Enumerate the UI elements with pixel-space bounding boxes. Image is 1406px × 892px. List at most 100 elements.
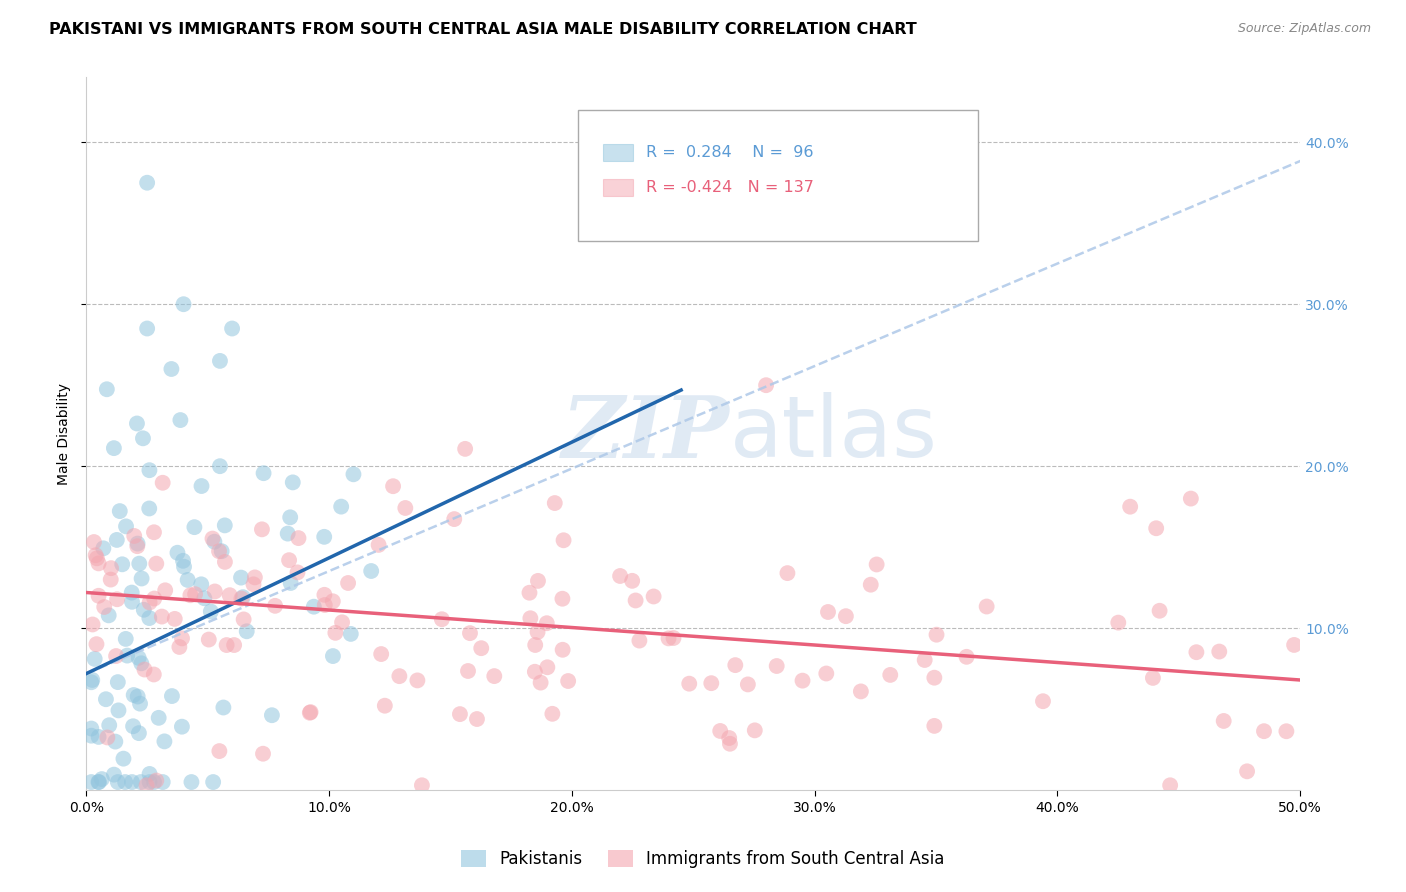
Y-axis label: Male Disability: Male Disability bbox=[58, 383, 72, 484]
Immigrants from South Central Asia bbox=[201, 532, 224, 546]
Pakistanis bbox=[104, 734, 127, 748]
Pakistanis bbox=[127, 536, 149, 550]
Immigrants from South Central Asia bbox=[1032, 694, 1054, 708]
Immigrants from South Central Asia bbox=[879, 668, 901, 682]
Pakistanis bbox=[190, 577, 212, 591]
Pakistanis bbox=[129, 775, 152, 789]
Pakistanis bbox=[96, 382, 118, 396]
Immigrants from South Central Asia bbox=[1208, 644, 1230, 658]
Immigrants from South Central Asia bbox=[367, 538, 389, 552]
Immigrants from South Central Asia bbox=[287, 531, 309, 545]
Immigrants from South Central Asia bbox=[955, 649, 977, 664]
Immigrants from South Central Asia bbox=[86, 551, 108, 566]
Immigrants from South Central Asia bbox=[678, 676, 700, 690]
Text: atlas: atlas bbox=[730, 392, 938, 475]
Pakistanis bbox=[131, 572, 153, 586]
Immigrants from South Central Asia bbox=[430, 612, 453, 626]
Immigrants from South Central Asia bbox=[100, 573, 122, 587]
Immigrants from South Central Asia bbox=[83, 535, 105, 549]
Pakistanis bbox=[90, 772, 112, 786]
Pakistanis bbox=[148, 711, 170, 725]
Immigrants from South Central Asia bbox=[264, 599, 287, 613]
Immigrants from South Central Asia bbox=[224, 638, 246, 652]
Pakistanis bbox=[172, 554, 194, 568]
Pakistanis bbox=[128, 726, 150, 740]
Immigrants from South Central Asia bbox=[815, 666, 838, 681]
Pakistanis bbox=[105, 533, 128, 547]
Pakistanis bbox=[121, 585, 143, 599]
Immigrants from South Central Asia bbox=[127, 539, 149, 553]
Pakistanis bbox=[200, 605, 222, 619]
Pakistanis bbox=[82, 673, 104, 687]
Pakistanis bbox=[108, 504, 131, 518]
Immigrants from South Central Asia bbox=[1144, 521, 1167, 535]
Immigrants from South Central Asia bbox=[314, 598, 336, 612]
Immigrants from South Central Asia bbox=[1282, 638, 1305, 652]
Pakistanis bbox=[80, 775, 103, 789]
FancyBboxPatch shape bbox=[578, 110, 979, 242]
Immigrants from South Central Asia bbox=[976, 599, 998, 614]
Pakistanis bbox=[208, 459, 231, 474]
Immigrants from South Central Asia bbox=[337, 576, 360, 591]
Immigrants from South Central Asia bbox=[1185, 645, 1208, 659]
Pakistanis bbox=[122, 688, 145, 702]
Pakistanis bbox=[80, 729, 103, 743]
Pakistanis bbox=[138, 463, 160, 477]
Pakistanis bbox=[232, 590, 254, 604]
Immigrants from South Central Asia bbox=[523, 665, 546, 679]
Immigrants from South Central Asia bbox=[86, 637, 108, 651]
Pakistanis bbox=[280, 576, 302, 591]
Pakistanis bbox=[314, 530, 336, 544]
Pakistanis bbox=[80, 722, 103, 736]
Pakistanis bbox=[115, 519, 138, 533]
Immigrants from South Central Asia bbox=[551, 591, 574, 606]
Pakistanis bbox=[98, 718, 121, 732]
Immigrants from South Central Asia bbox=[776, 566, 799, 580]
Immigrants from South Central Asia bbox=[1107, 615, 1129, 630]
Immigrants from South Central Asia bbox=[394, 500, 416, 515]
Pakistanis bbox=[322, 649, 344, 664]
Immigrants from South Central Asia bbox=[454, 442, 477, 456]
Immigrants from South Central Asia bbox=[527, 574, 550, 588]
Pakistanis bbox=[94, 692, 117, 706]
Text: ZIP: ZIP bbox=[562, 392, 730, 475]
Immigrants from South Central Asia bbox=[536, 616, 558, 631]
Immigrants from South Central Asia bbox=[1212, 714, 1234, 728]
Pakistanis bbox=[169, 413, 191, 427]
Text: Source: ZipAtlas.com: Source: ZipAtlas.com bbox=[1237, 22, 1371, 36]
Pakistanis bbox=[87, 775, 110, 789]
Immigrants from South Central Asia bbox=[242, 577, 264, 591]
Immigrants from South Central Asia bbox=[609, 569, 631, 583]
Immigrants from South Central Asia bbox=[100, 561, 122, 575]
Pakistanis bbox=[180, 775, 202, 789]
Immigrants from South Central Asia bbox=[924, 719, 946, 733]
Pakistanis bbox=[93, 541, 115, 556]
Pakistanis bbox=[125, 417, 148, 431]
Immigrants from South Central Asia bbox=[145, 773, 167, 788]
Immigrants from South Central Asia bbox=[84, 548, 107, 562]
Pakistanis bbox=[342, 467, 364, 482]
Immigrants from South Central Asia bbox=[1236, 764, 1258, 779]
Immigrants from South Central Asia bbox=[298, 706, 321, 720]
Immigrants from South Central Asia bbox=[1119, 500, 1142, 514]
Immigrants from South Central Asia bbox=[1149, 604, 1171, 618]
Pakistanis bbox=[221, 321, 243, 335]
Immigrants from South Central Asia bbox=[643, 590, 665, 604]
Pakistanis bbox=[212, 700, 235, 714]
Pakistanis bbox=[202, 534, 225, 549]
Pakistanis bbox=[87, 775, 110, 789]
Pakistanis bbox=[128, 557, 150, 571]
Immigrants from South Central Asia bbox=[87, 589, 110, 603]
Immigrants from South Central Asia bbox=[924, 671, 946, 685]
Immigrants from South Central Asia bbox=[204, 584, 226, 599]
Pakistanis bbox=[211, 544, 233, 558]
Immigrants from South Central Asia bbox=[792, 673, 814, 688]
Text: PAKISTANI VS IMMIGRANTS FROM SOUTH CENTRAL ASIA MALE DISABILITY CORRELATION CHAR: PAKISTANI VS IMMIGRANTS FROM SOUTH CENTR… bbox=[49, 22, 917, 37]
Immigrants from South Central Asia bbox=[252, 747, 274, 761]
Immigrants from South Central Asia bbox=[458, 626, 481, 640]
Immigrants from South Central Asia bbox=[551, 642, 574, 657]
Immigrants from South Central Asia bbox=[330, 615, 353, 630]
Immigrants from South Central Asia bbox=[737, 677, 759, 691]
Pakistanis bbox=[193, 591, 215, 606]
Pakistanis bbox=[278, 510, 301, 524]
